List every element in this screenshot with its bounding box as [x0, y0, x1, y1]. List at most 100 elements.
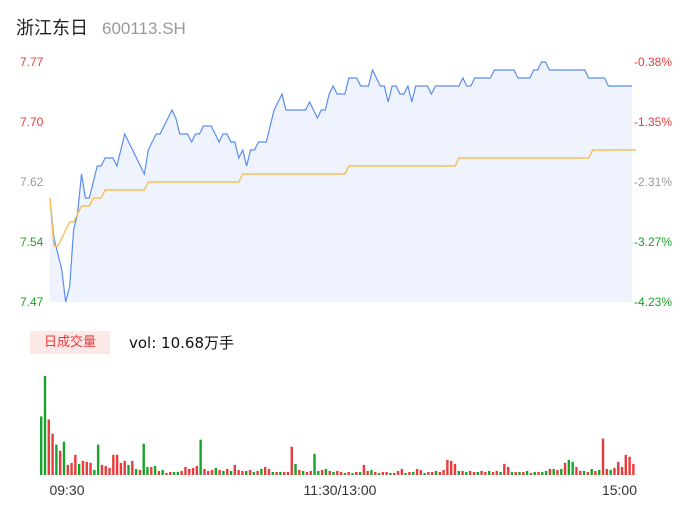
- volume-bar: [556, 469, 559, 475]
- volume-bar: [423, 472, 426, 475]
- volume-bar: [377, 472, 381, 475]
- volume-bar: [237, 469, 240, 475]
- volume-bar: [567, 459, 571, 475]
- volume-bar: [191, 467, 195, 475]
- volume-bar: [138, 469, 142, 475]
- volume-bar: [396, 470, 400, 475]
- volume-bar: [279, 471, 282, 475]
- volume-bar: [275, 471, 278, 475]
- time-tick-label: 09:30: [49, 482, 84, 498]
- volume-bar: [514, 471, 517, 475]
- volume-bar: [613, 467, 616, 475]
- volume-bar: [541, 471, 544, 475]
- volume-bar: [476, 471, 479, 475]
- percent-tick-label: -4.23%: [634, 295, 672, 309]
- volume-bar: [218, 469, 221, 475]
- volume-bar: [518, 471, 521, 475]
- volume-bar: [468, 470, 472, 475]
- volume-bar: [294, 463, 297, 475]
- volume-bar: [85, 461, 88, 475]
- price-panel: 7.77 7.70 7.62 7.54 7.47 -0.38% -1.35% -2.31% -3…: [20, 55, 672, 309]
- volume-bar: [47, 419, 50, 475]
- volume-bar: [560, 468, 563, 475]
- volume-bar: [267, 468, 271, 475]
- volume-bar: [62, 441, 66, 475]
- volume-bar: [93, 469, 96, 475]
- volume-bar: [601, 438, 605, 475]
- price-tick-label: 7.54: [20, 235, 44, 249]
- volume-bar: [134, 468, 138, 475]
- volume-bar: [328, 470, 331, 475]
- price-tick-label: 7.47: [20, 295, 44, 309]
- volume-bar: [188, 468, 191, 475]
- volume-bar: [244, 470, 248, 475]
- volume-bar: [408, 471, 411, 475]
- volume-bar: [70, 462, 73, 475]
- volume-bar: [104, 465, 107, 475]
- price-line: [49, 61, 632, 303]
- volume-bar: [74, 454, 77, 475]
- time-axis: 09:30 11:30/13:00 15:00: [49, 482, 637, 498]
- volume-bar: [313, 453, 316, 475]
- volume-bar: [582, 470, 586, 475]
- volume-bar: [404, 472, 407, 475]
- volume-bar: [317, 470, 320, 475]
- volume-bar: [123, 460, 126, 475]
- volume-bar: [169, 471, 172, 475]
- volume-bar: [77, 463, 81, 475]
- volume-bar: [385, 471, 388, 475]
- volume-bar: [176, 471, 180, 475]
- volume-bar: [222, 470, 225, 475]
- percent-tick-label: -0.38%: [634, 55, 672, 69]
- volume-bar: [609, 469, 612, 475]
- volume-bar: [358, 471, 362, 475]
- volume-bar: [628, 456, 631, 475]
- volume-bar: [184, 466, 187, 475]
- volume-bar: [484, 471, 487, 475]
- volume-bar: [119, 462, 123, 475]
- stock-code: 600113.SH: [102, 19, 186, 38]
- volume-bar: [298, 469, 301, 475]
- volume-bar: [487, 470, 491, 475]
- volume-bar: [465, 471, 468, 475]
- volume-bar: [142, 443, 145, 475]
- volume-bar: [366, 470, 369, 475]
- volume-bar: [309, 470, 312, 475]
- volume-bar: [598, 469, 601, 475]
- volume-panel: [40, 376, 635, 475]
- volume-bar: [324, 468, 328, 475]
- volume-bar: [480, 470, 483, 475]
- volume-bar: [210, 469, 214, 475]
- volume-bar: [195, 465, 199, 475]
- volume-bar: [381, 471, 385, 475]
- volume-bar: [229, 470, 233, 475]
- volume-bar: [548, 468, 552, 475]
- volume-bar: [431, 471, 434, 475]
- volume-bar: [286, 471, 290, 475]
- price-tick-label: 7.77: [20, 55, 44, 69]
- volume-bar: [624, 454, 628, 475]
- volume-bar: [370, 469, 373, 475]
- volume-bar: [127, 464, 130, 475]
- volume-bar: [260, 468, 263, 475]
- volume-bar: [241, 470, 244, 475]
- volume-bar: [563, 462, 567, 475]
- volume-bar: [579, 470, 582, 475]
- price-tick-label: 7.62: [20, 175, 44, 189]
- volume-bar: [457, 470, 460, 475]
- average-line: [49, 149, 636, 247]
- volume-bar: [252, 471, 255, 475]
- volume-bar: [282, 471, 286, 475]
- volume-bar: [233, 464, 237, 475]
- volume-bar: [343, 472, 347, 475]
- volume-bar: [362, 464, 366, 475]
- volume-bar: [271, 471, 274, 475]
- volume-bar: [51, 433, 54, 475]
- volume-bar: [400, 468, 404, 475]
- price-area-fill: [50, 62, 632, 302]
- volume-bar: [55, 444, 58, 475]
- volume-bar: [449, 460, 453, 475]
- volume-bar: [522, 471, 525, 475]
- volume-bar: [617, 461, 620, 475]
